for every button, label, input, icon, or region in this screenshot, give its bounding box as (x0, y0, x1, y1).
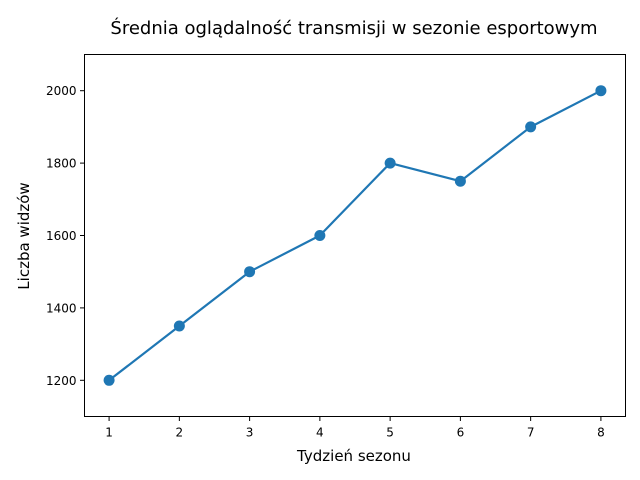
data-point (103, 374, 115, 386)
data-point (525, 121, 537, 133)
data-point (173, 320, 185, 332)
data-point (595, 85, 607, 97)
y-tick-label: 1200 (46, 374, 77, 388)
y-axis-label: Liczba widzów (15, 182, 33, 289)
series-layer (103, 85, 607, 386)
series-line (107, 89, 603, 382)
y-tick-label: 1600 (46, 229, 77, 243)
x-tick-label: 8 (597, 426, 605, 440)
x-axis: 1 2 3 4 5 6 7 8 (105, 416, 605, 440)
plot-area-frame (84, 54, 626, 417)
x-tick-label: 2 (176, 426, 184, 440)
y-tick-label: 1800 (46, 157, 77, 171)
x-axis-label: Tydzień sezonu (296, 447, 411, 465)
chart-title: Średnia oglądalność transmisji w sezonie… (110, 17, 597, 39)
data-point (454, 175, 466, 187)
x-tick-label: 7 (527, 426, 535, 440)
y-axis: 1200 1400 1600 1800 2000 (46, 84, 85, 388)
data-point (384, 157, 396, 169)
data-point (314, 230, 326, 241)
x-tick-label: 5 (386, 426, 394, 440)
x-tick-label: 6 (457, 426, 465, 440)
y-tick-label: 2000 (46, 84, 77, 98)
y-tick-label: 1400 (46, 301, 77, 315)
x-tick-label: 3 (246, 426, 254, 440)
x-tick-label: 1 (105, 426, 113, 440)
x-tick-label: 4 (316, 426, 324, 440)
data-point (244, 266, 256, 278)
